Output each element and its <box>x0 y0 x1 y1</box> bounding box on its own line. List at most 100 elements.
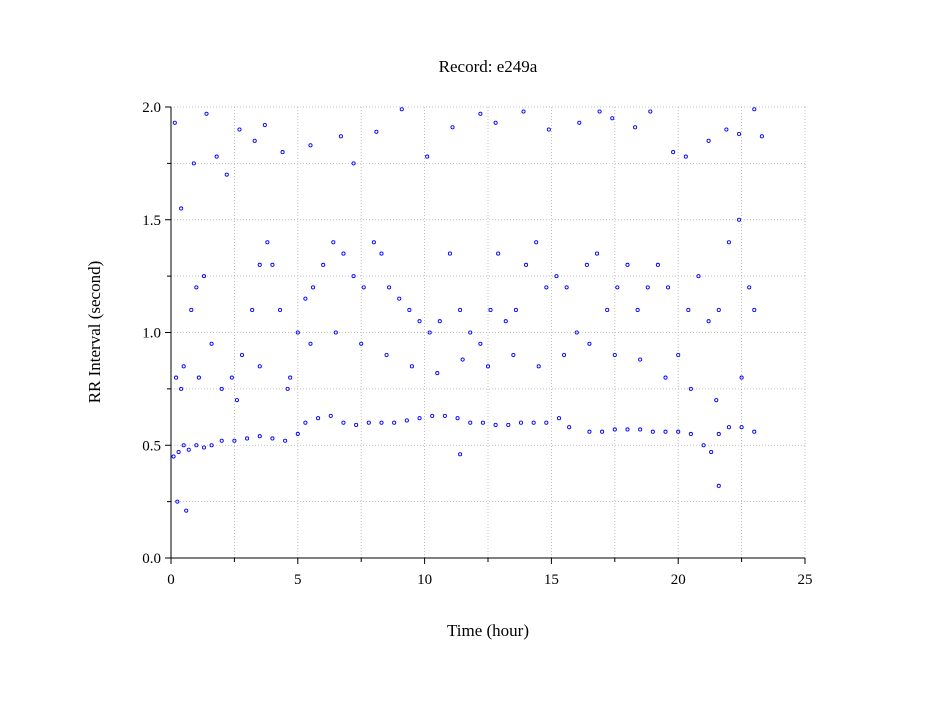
data-point <box>245 436 250 441</box>
data-point <box>265 240 270 245</box>
data-point <box>645 285 650 290</box>
data-point <box>688 431 693 437</box>
data-point <box>257 364 262 369</box>
x-tick-label: 15 <box>544 572 559 588</box>
x-tick-label: 0 <box>167 572 175 588</box>
data-point <box>518 420 524 425</box>
data-point <box>605 307 610 313</box>
y-tick-label: 1.5 <box>142 213 161 229</box>
data-point <box>544 420 549 425</box>
data-point <box>250 307 255 313</box>
data-point <box>493 422 498 428</box>
data-point <box>577 120 582 125</box>
data-point <box>648 109 653 114</box>
data-point <box>172 120 177 125</box>
data-point <box>407 307 412 313</box>
data-point <box>361 285 366 290</box>
data-point <box>392 420 397 425</box>
data-point <box>308 341 313 346</box>
data-point <box>417 416 422 421</box>
data-point <box>600 429 605 434</box>
data-point <box>615 285 620 290</box>
data-point <box>701 443 706 448</box>
data-point <box>409 364 414 369</box>
data-point <box>196 375 201 380</box>
data-point <box>676 429 681 434</box>
data-point <box>331 240 336 245</box>
data-point <box>257 262 262 267</box>
data-point <box>676 352 681 358</box>
data-point <box>384 352 389 358</box>
data-point <box>283 438 288 443</box>
data-point <box>404 418 409 423</box>
data-point <box>587 341 592 346</box>
data-point <box>174 375 179 380</box>
data-point <box>488 307 493 313</box>
x-tick-label: 25 <box>798 572 813 588</box>
data-point <box>688 386 693 391</box>
data-point <box>737 132 742 137</box>
data-point <box>397 296 402 301</box>
data-point <box>351 274 356 279</box>
data-point <box>285 386 290 391</box>
data-point <box>536 364 541 369</box>
y-tick-label: 0.5 <box>142 438 161 454</box>
data-point <box>468 330 473 335</box>
data-point <box>496 251 501 256</box>
data-point <box>511 352 516 358</box>
data-point <box>430 413 435 418</box>
data-point <box>638 427 643 432</box>
data-point <box>427 330 432 335</box>
data-point <box>321 262 326 267</box>
data-point <box>706 319 711 324</box>
data-point <box>270 436 275 441</box>
data-point <box>341 251 346 256</box>
data-point <box>523 262 529 267</box>
data-point <box>379 251 384 256</box>
data-point <box>478 111 483 116</box>
data-point <box>554 274 559 279</box>
data-point <box>201 445 207 450</box>
data-point <box>239 352 245 358</box>
data-point <box>584 262 589 267</box>
data-point <box>435 371 440 376</box>
data-point <box>562 352 567 358</box>
data-point <box>450 125 455 130</box>
data-point <box>633 125 638 130</box>
data-point <box>638 357 643 362</box>
data-point <box>219 386 224 391</box>
data-point <box>739 425 744 430</box>
data-point <box>597 109 602 114</box>
data-point <box>179 386 184 391</box>
data-point <box>374 129 379 134</box>
x-tick-label: 10 <box>417 572 432 588</box>
data-point <box>328 413 333 418</box>
data-point <box>175 499 180 504</box>
data-point <box>752 107 757 112</box>
y-tick-label: 2.0 <box>142 100 161 116</box>
data-point <box>752 429 757 434</box>
data-point <box>683 154 688 159</box>
data-point <box>544 285 549 290</box>
data-point <box>194 285 199 290</box>
data-point <box>194 443 199 448</box>
data-point <box>425 154 430 159</box>
data-point <box>612 352 617 358</box>
data-point <box>716 483 721 488</box>
x-axis-label: Time (hour) <box>447 621 529 640</box>
data-point <box>460 357 465 362</box>
data-point <box>480 420 485 425</box>
data-point <box>625 262 630 267</box>
data-point <box>171 454 176 459</box>
data-point <box>351 161 356 166</box>
data-point <box>417 319 422 324</box>
data-point <box>303 420 308 425</box>
data-point <box>270 262 275 267</box>
data-point <box>650 429 655 434</box>
data-point <box>232 438 237 443</box>
data-point <box>546 127 551 132</box>
data-point <box>513 307 518 313</box>
data-point <box>737 217 742 222</box>
